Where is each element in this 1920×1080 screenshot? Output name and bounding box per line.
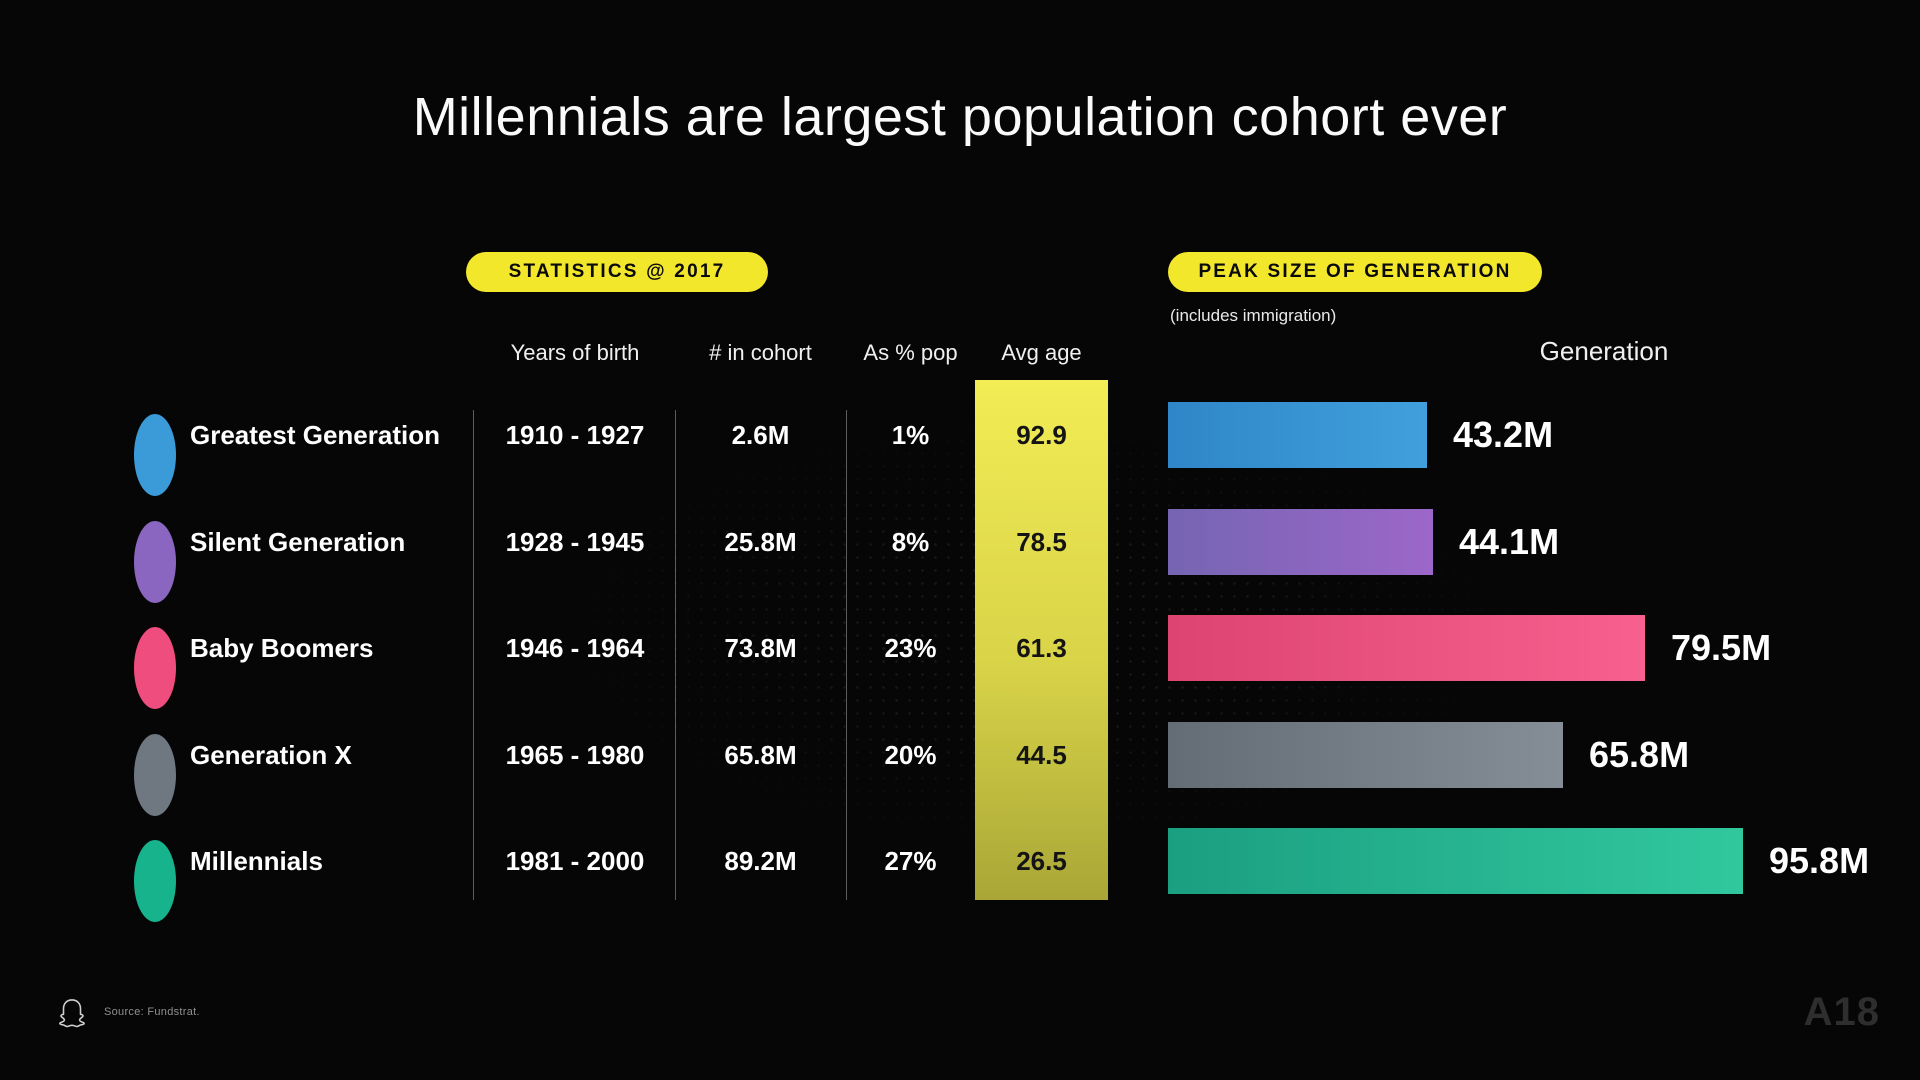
peak-bar: [1168, 402, 1427, 468]
generation-dot: [134, 414, 176, 496]
column-header-pct: As % pop: [863, 340, 958, 365]
avg-age-value: 26.5: [1016, 846, 1067, 876]
generation-row: Millennials 1981 - 2000 89.2M 27% 26.5 9…: [0, 820, 1920, 922]
avg-age-value: 61.3: [1016, 633, 1067, 663]
avg-age-value: 78.5: [1016, 526, 1067, 557]
page-title: Millennials are largest population cohor…: [412, 87, 1508, 147]
peak-bar: [1168, 615, 1645, 681]
pct-of-pop-value: 20%: [884, 739, 937, 770]
years-of-birth-value: 1946 - 1964: [505, 633, 645, 663]
pct-of-pop-value: 23%: [884, 633, 937, 663]
column-divider: [846, 410, 847, 900]
avg-age-band: [975, 380, 1108, 900]
years-of-birth-value: 1910 - 1927: [505, 420, 645, 450]
column-header-avg-age: Avg age: [1001, 340, 1082, 365]
peak-badge: PEAK SIZE OF GENERATION: [1168, 252, 1542, 292]
generation-dot: [134, 840, 176, 922]
cohort-size-value: 65.8M: [724, 739, 797, 770]
generation-name: Millennials: [190, 846, 323, 876]
column-header-years: Years of birth: [510, 340, 640, 365]
generation-row: Baby Boomers 1946 - 1964 73.8M 23% 61.3 …: [0, 607, 1920, 709]
column-divider: [473, 410, 474, 900]
avg-age-value: 44.5: [1016, 739, 1067, 770]
column-divider: [675, 410, 676, 900]
cohort-size-value: 89.2M: [724, 846, 797, 876]
generation-name: Greatest Generation: [190, 420, 440, 450]
peak-bar: [1168, 508, 1433, 575]
peak-value-label: 95.8M: [1769, 840, 1870, 881]
pct-of-pop-value: 1%: [891, 420, 930, 450]
peak-value-label: 65.8M: [1589, 733, 1690, 775]
generation-dot: [134, 733, 176, 816]
column-header-generation: Generation: [1539, 336, 1669, 366]
column-header-cohort: # in cohort: [709, 340, 812, 365]
generation-row: Greatest Generation 1910 - 1927 2.6M 1% …: [0, 394, 1920, 496]
pct-of-pop-value: 8%: [891, 526, 930, 557]
peak-value-label: 43.2M: [1453, 414, 1554, 455]
generation-dot: [134, 520, 176, 603]
generation-dot: [134, 627, 176, 709]
generation-row: Silent Generation 1928 - 1945 25.8M 8% 7…: [0, 501, 1920, 603]
cohort-size-value: 73.8M: [724, 633, 797, 663]
snapchat-ghost-icon: [59, 999, 85, 1028]
generation-name: Silent Generation: [190, 526, 406, 557]
peak-bar: [1168, 828, 1743, 894]
peak-value-label: 79.5M: [1671, 627, 1772, 668]
stats-badge: STATISTICS @ 2017: [466, 252, 768, 292]
cohort-size-value: 2.6M: [731, 420, 790, 450]
generation-name: Generation X: [190, 739, 352, 770]
years-of-birth-value: 1965 - 1980: [505, 739, 645, 770]
peak-badge-note: (includes immigration): [1170, 306, 1337, 325]
source-note: Source: Fundstrat.: [104, 1006, 200, 1018]
avg-age-value: 92.9: [1016, 420, 1067, 450]
years-of-birth-value: 1928 - 1945: [505, 526, 645, 557]
watermark-a18: A18: [1803, 990, 1880, 1034]
peak-bar: [1168, 721, 1563, 788]
generation-name: Baby Boomers: [190, 633, 374, 663]
pct-of-pop-value: 27%: [884, 846, 937, 876]
generation-row: Generation X 1965 - 1980 65.8M 20% 44.5 …: [0, 714, 1920, 816]
cohort-size-value: 25.8M: [724, 526, 797, 557]
years-of-birth-value: 1981 - 2000: [505, 846, 645, 876]
peak-value-label: 44.1M: [1459, 520, 1560, 562]
